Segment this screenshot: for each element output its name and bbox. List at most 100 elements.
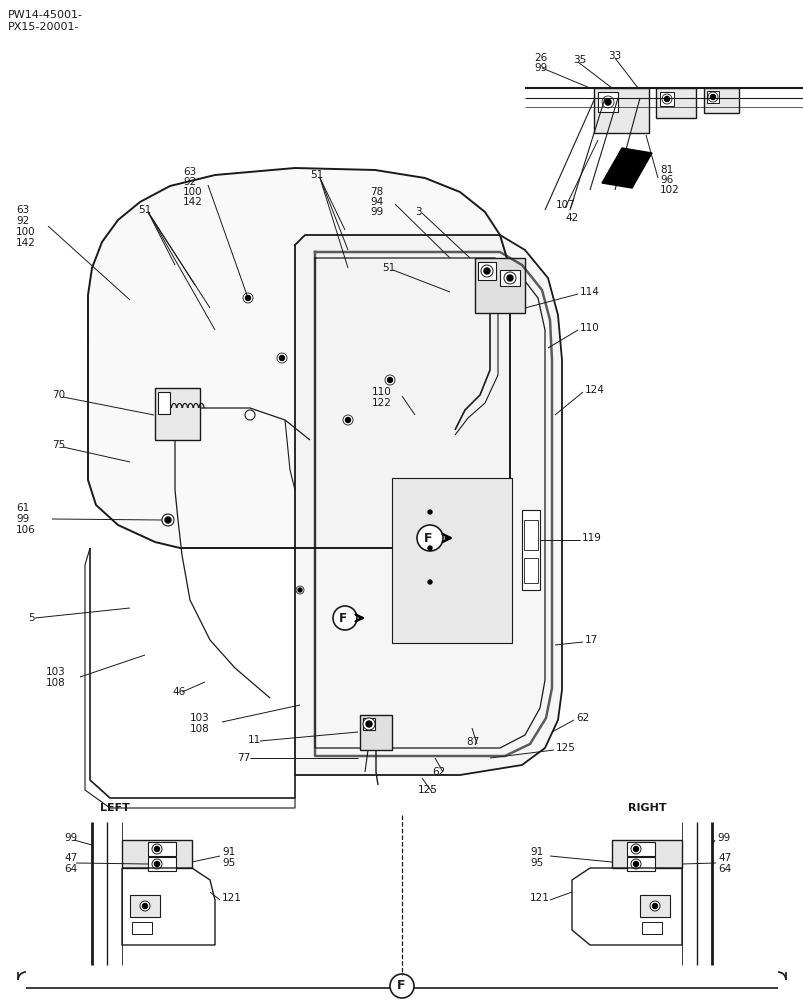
Bar (593, 88, 648, 133)
Circle shape (633, 861, 638, 866)
Text: 108: 108 (46, 678, 66, 688)
Text: 51: 51 (138, 205, 151, 215)
Bar (130, 895, 160, 917)
Circle shape (417, 525, 442, 551)
Text: PX15-20001-: PX15-20001- (8, 22, 79, 32)
Polygon shape (88, 168, 509, 548)
Circle shape (385, 375, 394, 385)
Circle shape (649, 901, 659, 911)
Bar (122, 840, 192, 868)
Circle shape (140, 901, 150, 911)
Text: 91: 91 (222, 847, 235, 857)
Circle shape (161, 514, 173, 526)
Text: 119: 119 (581, 533, 601, 543)
Text: LEFT: LEFT (100, 803, 130, 813)
Text: 95: 95 (222, 858, 235, 868)
Circle shape (296, 586, 304, 594)
Circle shape (387, 377, 392, 382)
Circle shape (710, 95, 715, 100)
Text: 114: 114 (579, 287, 599, 297)
Circle shape (165, 517, 171, 523)
Text: 63: 63 (16, 205, 29, 215)
Text: 99: 99 (716, 833, 729, 843)
Circle shape (154, 861, 159, 866)
Text: 108: 108 (190, 724, 210, 734)
Text: 70: 70 (52, 390, 65, 400)
Bar (659, 92, 673, 106)
Circle shape (707, 92, 717, 102)
Circle shape (661, 94, 671, 104)
Bar (155, 388, 200, 440)
Bar (360, 715, 392, 750)
Text: 77: 77 (237, 753, 250, 763)
Text: 3: 3 (414, 207, 421, 217)
Text: 78: 78 (369, 187, 383, 197)
Text: 61: 61 (16, 503, 29, 513)
Text: 51: 51 (381, 263, 395, 273)
Text: 100: 100 (16, 227, 35, 237)
Text: 99: 99 (533, 63, 547, 73)
Text: 124: 124 (585, 385, 604, 395)
Text: F: F (339, 611, 347, 624)
Circle shape (427, 546, 431, 550)
Circle shape (152, 859, 161, 869)
Circle shape (480, 265, 492, 277)
Circle shape (630, 859, 640, 869)
Circle shape (343, 415, 353, 425)
Text: 121: 121 (222, 893, 242, 903)
Circle shape (362, 718, 374, 730)
Circle shape (298, 588, 302, 592)
Text: 11: 11 (247, 735, 261, 745)
Text: 106: 106 (16, 525, 35, 535)
Bar (158, 392, 169, 414)
Bar (639, 895, 669, 917)
Text: 17: 17 (585, 635, 597, 645)
Circle shape (503, 272, 516, 284)
Text: 125: 125 (556, 743, 575, 753)
Text: 92: 92 (183, 177, 196, 187)
Text: 100: 100 (183, 187, 202, 197)
Circle shape (663, 97, 669, 102)
Bar (132, 922, 152, 934)
Circle shape (277, 353, 287, 363)
Bar (642, 922, 661, 934)
Text: 35: 35 (573, 55, 585, 65)
Circle shape (279, 356, 284, 360)
Circle shape (245, 410, 255, 420)
Circle shape (389, 974, 414, 998)
Bar (362, 718, 374, 730)
Bar (703, 88, 738, 113)
Bar (611, 840, 681, 868)
Text: 47: 47 (64, 853, 77, 863)
Circle shape (507, 275, 512, 281)
Text: 46: 46 (172, 687, 185, 697)
Bar (148, 842, 176, 856)
Text: 64: 64 (717, 864, 731, 874)
Circle shape (142, 903, 147, 908)
Text: 42: 42 (565, 213, 577, 223)
Text: PW14-45001-: PW14-45001- (8, 10, 83, 20)
Text: 92: 92 (16, 216, 29, 226)
Polygon shape (295, 235, 561, 775)
Text: 81: 81 (659, 165, 672, 175)
Text: 64: 64 (64, 864, 77, 874)
Bar (655, 88, 695, 118)
Text: F: F (397, 979, 405, 992)
Bar (626, 857, 654, 871)
Text: 99: 99 (369, 207, 383, 217)
Text: 102: 102 (659, 185, 679, 195)
Circle shape (345, 418, 350, 422)
Circle shape (332, 606, 357, 630)
Text: 99: 99 (64, 833, 77, 843)
Bar (524, 520, 537, 550)
Text: 142: 142 (183, 197, 202, 207)
Text: 121: 121 (529, 893, 549, 903)
Text: 95: 95 (529, 858, 543, 868)
Text: 110: 110 (372, 387, 391, 397)
Bar (706, 91, 718, 103)
Text: 99: 99 (16, 514, 29, 524)
Text: RIGHT: RIGHT (627, 803, 666, 813)
Bar (478, 262, 495, 280)
Text: F: F (423, 532, 432, 544)
Bar (597, 92, 618, 112)
